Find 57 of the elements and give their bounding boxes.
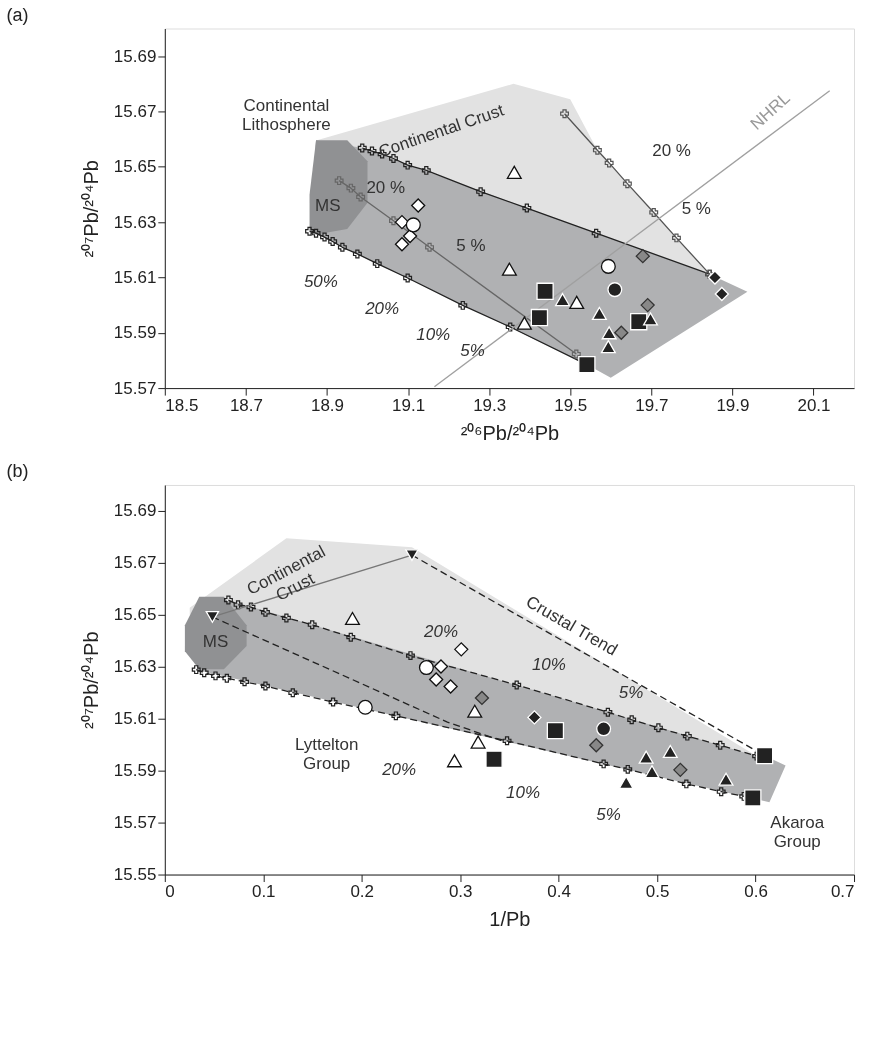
- x-tick-label: 19.3: [473, 395, 507, 415]
- y-tick-label: 15.69: [113, 501, 157, 521]
- x-tick-label: 20.1: [797, 395, 831, 415]
- annotation: 10%: [416, 324, 451, 344]
- y-tick-label: 15.65: [113, 157, 157, 177]
- annotation: Lyttelton Group: [294, 735, 359, 774]
- y-tick-label: 15.63: [113, 212, 157, 232]
- annotation: 20 %: [652, 141, 691, 161]
- x-tick-label: 0.2: [350, 882, 375, 902]
- x-tick-label: 0.7: [830, 882, 855, 902]
- x-tick-label: 19.9: [716, 395, 750, 415]
- x-tick-label: 0.3: [448, 882, 473, 902]
- y-tick-label: 15.69: [113, 46, 157, 66]
- x-tick-label: 18.5: [165, 395, 199, 415]
- annotation: MS: [202, 631, 229, 651]
- annotation: 10%: [531, 654, 566, 674]
- y-tick-label: 15.63: [113, 657, 157, 677]
- annotation: Akaroa Group: [770, 812, 825, 851]
- x-axis-title: ²⁰⁶Pb/²⁰⁴Pb: [460, 421, 560, 444]
- annotation: 20 %: [366, 178, 406, 198]
- x-tick-label: 0.6: [744, 882, 768, 902]
- x-tick-label: 0.1: [251, 882, 276, 902]
- annotation: 10%: [506, 783, 541, 803]
- x-tick-label: 0: [165, 882, 175, 902]
- y-tick-label: 15.57: [113, 813, 157, 833]
- x-tick-label: 0.5: [645, 882, 670, 902]
- text: (b): [6, 460, 29, 481]
- x-tick-label: 0.4: [547, 882, 571, 902]
- annotation: 5 %: [456, 235, 486, 255]
- annotation: 50%: [303, 271, 338, 291]
- annotation: 20%: [381, 759, 417, 779]
- y-tick-label: 15.61: [113, 267, 157, 287]
- y-tick-label: 15.65: [113, 605, 157, 625]
- y-axis-title: ²⁰⁷Pb/²⁰⁴Pb: [79, 631, 102, 730]
- y-tick-label: 15.61: [113, 709, 157, 729]
- annotation: 5 %: [681, 198, 711, 218]
- x-tick-label: 18.9: [310, 395, 344, 415]
- x-tick-label: 19.7: [635, 395, 669, 415]
- y-tick-label: 15.59: [113, 323, 157, 343]
- y-axis-title: ²⁰⁷Pb/²⁰⁴Pb: [79, 160, 102, 258]
- x-axis-title: 1/Pb: [489, 907, 531, 930]
- x-tick-label: 18.7: [229, 395, 263, 415]
- y-tick-label: 15.55: [113, 865, 157, 885]
- y-tick-label: 15.67: [113, 101, 157, 121]
- x-tick-label: 19.5: [554, 395, 588, 415]
- y-tick-label: 15.67: [113, 553, 157, 573]
- annotation: 20%: [423, 622, 458, 642]
- y-tick-label: 15.57: [113, 378, 157, 398]
- annotation: 20%: [364, 299, 400, 319]
- text: (a): [6, 4, 29, 25]
- x-tick-label: 19.1: [392, 395, 426, 415]
- annotation: MS: [315, 195, 341, 215]
- y-tick-label: 15.59: [113, 761, 157, 781]
- annotation: 5%: [460, 341, 485, 361]
- annotation: 5%: [618, 682, 644, 702]
- annotation: Continental Lithosphere: [242, 95, 331, 134]
- annotation: 5%: [596, 804, 621, 824]
